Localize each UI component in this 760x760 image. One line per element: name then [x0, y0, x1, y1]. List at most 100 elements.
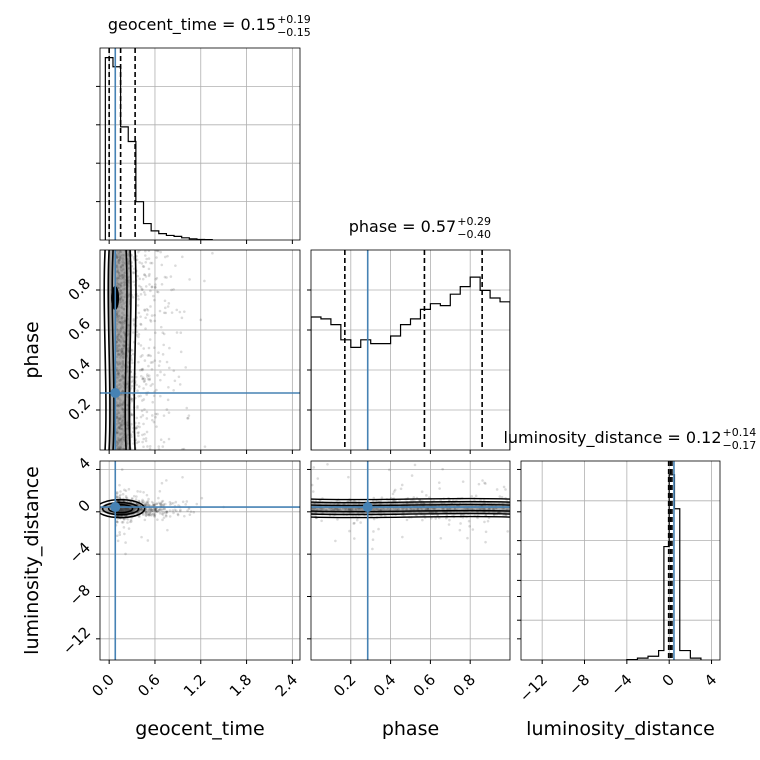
sample-point	[144, 327, 147, 330]
sample-point	[504, 488, 507, 491]
sample-point	[154, 283, 157, 286]
sample-point	[149, 305, 152, 308]
sample-point	[145, 504, 148, 507]
sample-point	[132, 317, 136, 321]
sample-point	[162, 503, 165, 507]
sample-point	[136, 389, 139, 392]
sample-point	[172, 511, 175, 515]
sample-point	[151, 502, 155, 505]
sample-point	[392, 490, 396, 493]
sample-point	[147, 267, 151, 271]
sample-point	[146, 377, 150, 381]
sample-point	[145, 513, 148, 517]
contour-line	[111, 250, 115, 450]
sample-point	[139, 490, 142, 493]
sample-point	[126, 521, 129, 524]
sample-point	[353, 521, 356, 525]
sample-point	[135, 495, 138, 498]
histogram-steps	[311, 276, 510, 450]
contour-line	[124, 250, 128, 450]
sample-point	[154, 508, 158, 511]
sample-point	[380, 496, 384, 499]
sample-point	[175, 331, 179, 334]
contour-line	[311, 503, 510, 507]
hist-frame-phase	[310, 249, 511, 451]
sample-point	[172, 288, 175, 291]
sample-point	[151, 400, 155, 404]
sample-point	[167, 366, 171, 370]
sample-point	[131, 361, 134, 365]
title-plus-phase: +0.29	[457, 215, 491, 228]
sample-point	[115, 520, 119, 524]
sample-point	[159, 508, 163, 511]
sample-point	[173, 379, 177, 383]
sample-point	[470, 495, 474, 498]
sample-point	[141, 513, 145, 517]
sample-point	[118, 533, 122, 537]
sample-point	[138, 284, 141, 288]
sample-point	[154, 415, 157, 419]
y-tick-label-phase: 0.8	[65, 274, 95, 304]
sample-point	[176, 513, 180, 517]
sample-point	[192, 510, 196, 514]
sample-point	[149, 318, 152, 322]
sample-point	[157, 508, 161, 511]
x-tick-label-luminosity_distance: −4	[607, 671, 635, 699]
sample-point	[199, 318, 203, 322]
sample-point	[159, 394, 162, 398]
sample-point	[156, 250, 159, 253]
sample-point	[445, 516, 448, 520]
sample-point	[166, 398, 170, 402]
sample-point	[148, 511, 152, 515]
sample-point	[147, 353, 151, 357]
sample-point	[135, 258, 139, 262]
x-tick-label-geocent_time: 0.0	[88, 671, 118, 701]
sample-point	[154, 509, 158, 513]
sample-point	[171, 509, 175, 512]
sample-point	[145, 500, 149, 504]
title-phase: phase = 0.57	[349, 217, 456, 236]
sample-point	[142, 500, 146, 503]
sample-point	[151, 507, 154, 511]
sample-point	[188, 278, 191, 281]
sample-point	[137, 342, 140, 345]
sample-point	[484, 482, 487, 485]
sample-point	[415, 514, 419, 517]
sample-point	[140, 367, 144, 371]
sample-point	[371, 538, 375, 542]
sample-point	[483, 481, 486, 485]
sample-point	[142, 387, 145, 390]
sample-point	[160, 508, 164, 512]
sample-point	[170, 502, 173, 505]
sample-point	[131, 352, 135, 356]
sample-point	[155, 256, 158, 259]
sample-point	[189, 510, 193, 513]
sample-point	[140, 288, 144, 291]
sample-point	[144, 510, 147, 514]
title-minus-luminosity_distance: −0.17	[723, 439, 757, 452]
sample-point	[187, 414, 191, 417]
sample-point	[136, 406, 139, 410]
sample-point	[185, 406, 189, 410]
sample-point	[312, 466, 316, 469]
sample-point	[178, 509, 182, 513]
hist-panel-luminosity_distance	[517, 461, 720, 660]
histogram-steps	[626, 474, 702, 660]
sample-point	[152, 294, 155, 298]
sample-point	[155, 502, 158, 506]
sample-point	[147, 513, 151, 517]
sample-point	[157, 448, 161, 450]
sample-point	[174, 264, 177, 267]
sample-point	[143, 408, 146, 411]
sample-point	[139, 315, 142, 318]
sample-point	[145, 410, 149, 414]
sample-point	[371, 547, 374, 551]
sample-point	[144, 514, 148, 518]
sample-point	[144, 512, 147, 516]
sample-point	[142, 290, 146, 294]
sample-point	[144, 285, 148, 288]
sample-point	[168, 346, 171, 350]
sample-point	[147, 504, 151, 507]
sample-point	[153, 319, 157, 323]
sample-point	[132, 256, 136, 259]
